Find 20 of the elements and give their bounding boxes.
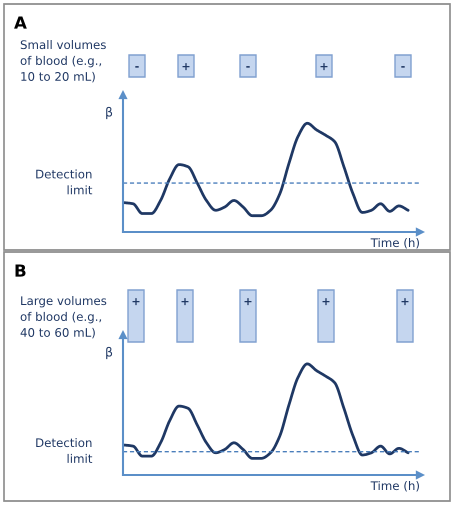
y-axis-title: β: [106, 346, 112, 360]
text: -: [135, 66, 139, 68]
text: +: [182, 298, 188, 306]
chart-title: B: [16, 264, 26, 277]
text: -: [246, 66, 250, 68]
ref-line-label: Detection limit: [36, 169, 92, 194]
x-axis-title: Time (h): [370, 481, 419, 492]
text: -: [401, 66, 405, 68]
ref-line-label: Detection limit: [36, 438, 92, 463]
text: +: [182, 63, 190, 70]
text: +: [320, 63, 328, 70]
text: +: [322, 298, 330, 306]
x-axis-title: Time (h): [370, 238, 419, 249]
text: +: [402, 298, 408, 306]
y-axis-title: β: [106, 106, 112, 120]
text: +: [132, 298, 140, 306]
text: +: [244, 298, 252, 306]
text: Small volumes of blood (e.g., 10 to 20 mL): [20, 40, 106, 82]
chart-title: A: [14, 16, 27, 29]
text: Large volumes of blood (e.g., 40 to 60 mL): [20, 296, 106, 338]
